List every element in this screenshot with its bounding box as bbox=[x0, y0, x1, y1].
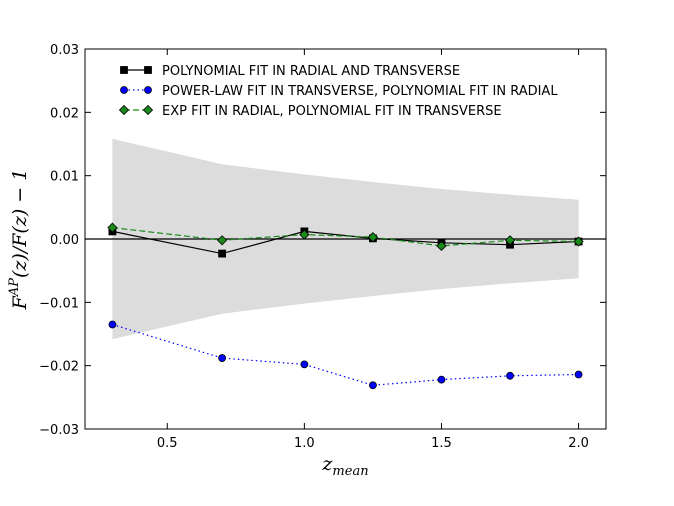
x-tick-label: 0.5 bbox=[157, 436, 178, 451]
ticks-layer: 0.5 1.0 1.5 2.0 −0.03 −0.02 −0.01 0.00 0.01 0.02 0… bbox=[39, 43, 606, 451]
y-tick-label: −0.03 bbox=[39, 423, 79, 438]
legend-marker-3 bbox=[118, 104, 130, 116]
series-3 bbox=[107, 222, 584, 252]
x-axis-label-main: z bbox=[321, 453, 333, 475]
series-2-point bbox=[574, 370, 583, 379]
series-3-point bbox=[504, 235, 516, 246]
y-tick-label: 0.02 bbox=[50, 106, 79, 121]
legend-marker-2 bbox=[120, 86, 128, 94]
x-tick-label: 1.0 bbox=[294, 436, 315, 451]
y-tick-label: 0.01 bbox=[50, 170, 79, 185]
legend-marker-1 bbox=[120, 66, 128, 74]
series-2-point bbox=[218, 354, 227, 362]
series-2-point bbox=[506, 371, 514, 380]
legend: POLYNOMIAL FIT IN RADIAL AND TRANSVERSE P… bbox=[118, 64, 558, 119]
legend-label-1: POLYNOMIAL FIT IN RADIAL AND TRANSVERSE bbox=[162, 64, 460, 79]
series-3-point bbox=[299, 229, 310, 240]
y-tick-label: 0.00 bbox=[50, 233, 79, 248]
x-tick-label: 1.5 bbox=[431, 436, 452, 451]
y-axis-label: FAP(z)/F(z) − 1 bbox=[7, 169, 31, 311]
x-tick-label: 2.0 bbox=[568, 436, 589, 451]
legend-marker-2 bbox=[144, 86, 152, 94]
y-tick-label: 0.03 bbox=[50, 43, 79, 58]
legend-marker-1 bbox=[144, 66, 152, 74]
y-axis-label-superscript: AP bbox=[7, 278, 22, 297]
y-axis-label-f1: F bbox=[9, 295, 31, 310]
series-3-point bbox=[436, 240, 447, 252]
series-2-point bbox=[369, 381, 377, 390]
legend-marker-3 bbox=[142, 104, 154, 116]
x-axis-label: zmean bbox=[321, 453, 368, 479]
series-3-point bbox=[217, 235, 228, 246]
series-3-point bbox=[573, 236, 584, 247]
x-axis-label-subscript: mean bbox=[332, 464, 368, 479]
series-2 bbox=[108, 320, 583, 390]
y-tick-label: −0.02 bbox=[39, 360, 79, 375]
series-2-point bbox=[108, 320, 117, 329]
y-tick-label: −0.01 bbox=[39, 296, 79, 311]
series-3-point bbox=[367, 232, 378, 243]
series-3-point bbox=[107, 222, 118, 233]
series-2-point bbox=[437, 375, 446, 384]
series-2-point bbox=[300, 360, 309, 369]
legend-label-3: EXP FIT IN RADIAL, POLYNOMIAL FIT IN TRA… bbox=[162, 104, 502, 119]
series-layer bbox=[107, 222, 584, 390]
series-1-point bbox=[218, 249, 227, 258]
legend-label-2: POWER-LAW FIT IN TRANSVERSE, POLYNOMIAL … bbox=[162, 84, 558, 99]
y-axis-label-rest: (z)/F(z) − 1 bbox=[9, 169, 31, 278]
